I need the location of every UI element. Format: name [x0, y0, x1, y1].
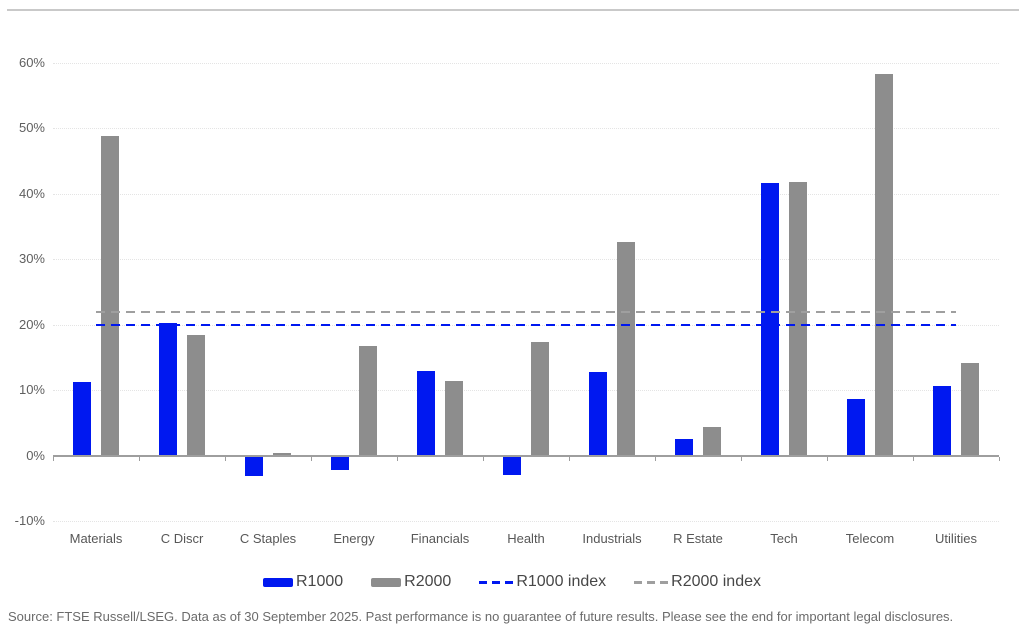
x-axis-label-materials: Materials: [69, 531, 123, 546]
y-axis-label-50: 50%: [18, 120, 45, 136]
gridline-30: [53, 259, 999, 261]
bar-r2000-health: [531, 341, 549, 456]
x-axis-label-c-staples: C Staples: [239, 531, 297, 546]
gridline-60: [53, 63, 999, 64]
bar-r1000-r-estate: [675, 439, 693, 456]
bar-r1000-materials: [73, 382, 91, 456]
ref-line-r2000-index: [96, 311, 956, 314]
legend-label-r1000: R1000: [296, 573, 344, 590]
x-axis-tick-4: [397, 456, 398, 461]
x-axis-label-health: Health: [507, 531, 545, 546]
chart-legend: R1000 R2000 R1000 index R2000 index: [0, 572, 1024, 592]
x-axis-tick-8: [741, 456, 742, 461]
legend-item-r2000: R2000: [371, 572, 451, 592]
legend-label-r2000: R2000: [404, 573, 452, 590]
x-axis-tick-1: [139, 456, 140, 461]
bar-r2000-industrials: [617, 242, 635, 456]
gridline-40: [53, 193, 999, 195]
x-axis-tick-6: [569, 456, 570, 461]
bar-r2000-financials: [445, 380, 463, 456]
gridline-10: [53, 390, 999, 392]
x-axis-tick-11: [999, 456, 1000, 461]
legend-label-r1000-index: R1000 index: [516, 573, 607, 590]
x-axis-label-financials: Financials: [410, 531, 470, 546]
gridline--10: [53, 521, 999, 522]
y-axis-label-10: 10%: [18, 382, 45, 398]
x-axis-tick-3: [311, 456, 312, 461]
bar-r1000-utilities: [933, 385, 951, 456]
x-axis-tick-2: [225, 456, 226, 461]
bar-r2000-tech: [789, 182, 807, 456]
x-axis-tick-9: [827, 456, 828, 461]
bar-r1000-tech: [761, 183, 779, 456]
x-axis-tick-10: [913, 456, 914, 461]
x-axis-line: [53, 454, 999, 457]
source-disclaimer-text: Source: FTSE Russell/LSEG. Data as of 30…: [8, 609, 954, 624]
bar-r2000-telecom: [875, 74, 893, 456]
x-axis-tick-0: [53, 456, 54, 461]
x-axis-label-industrials: Industrials: [582, 531, 642, 546]
top-divider: [7, 9, 1019, 11]
x-axis-label-energy: Energy: [333, 531, 375, 546]
bar-r1000-industrials: [589, 372, 607, 456]
ref-line-r1000-index: [96, 323, 956, 326]
x-axis-tick-5: [483, 456, 484, 461]
x-axis-tick-7: [655, 456, 656, 461]
legend-item-r2000-index: R2000 index: [634, 572, 761, 592]
gridline-50: [53, 128, 999, 130]
bar-r2000-r-estate: [703, 426, 721, 456]
x-axis-label-c-discr: C Discr: [160, 531, 204, 546]
bar-r2000-energy: [359, 345, 377, 456]
bar-r1000-c-discr: [159, 322, 177, 456]
bar-r1000-health: [503, 455, 521, 476]
x-axis-label-telecom: Telecom: [845, 531, 895, 546]
bar-r1000-telecom: [847, 399, 865, 456]
bar-r2000-c-discr: [187, 334, 205, 456]
y-axis-label-0: 0%: [26, 447, 45, 463]
bar-r1000-c-staples: [245, 455, 263, 477]
bar-r2000-c-staples: [273, 452, 291, 456]
bar-r1000-energy: [331, 455, 349, 470]
legend-swatch-dashed-r2000-index: [634, 580, 669, 584]
bar-r2000-utilities: [961, 362, 979, 456]
x-axis-label-utilities: Utilities: [935, 531, 977, 546]
x-axis-label-r-estate: R Estate: [673, 531, 723, 546]
legend-item-r1000-index: R1000 index: [479, 572, 606, 592]
y-axis-label--10: -10%: [14, 513, 45, 528]
legend-swatch-dashed-r1000-index: [479, 580, 514, 584]
bar-r2000-materials: [101, 136, 119, 456]
y-axis-label-60: 60%: [18, 55, 45, 70]
x-axis-label-tech: Tech: [770, 531, 798, 546]
legend-swatch-solid-r2000: [371, 577, 402, 587]
legend-item-r1000: R1000: [263, 572, 343, 592]
y-axis-label-40: 40%: [18, 185, 45, 201]
legend-swatch-solid-r1000: [263, 577, 293, 587]
legend-label-r2000-index: R2000 index: [671, 573, 761, 590]
y-axis-label-30: 30%: [18, 251, 45, 267]
bar-r1000-financials: [417, 371, 435, 456]
y-axis-label-20: 20%: [18, 316, 45, 332]
